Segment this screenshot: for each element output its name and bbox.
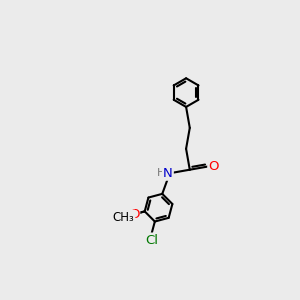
Text: H: H (157, 167, 165, 178)
Text: O: O (129, 208, 139, 221)
Text: O: O (119, 209, 130, 222)
Text: CH₃: CH₃ (112, 211, 134, 224)
Text: O: O (208, 160, 219, 173)
Text: methoxy: methoxy (115, 214, 122, 216)
Text: N: N (163, 167, 173, 180)
Text: Cl: Cl (145, 233, 158, 247)
